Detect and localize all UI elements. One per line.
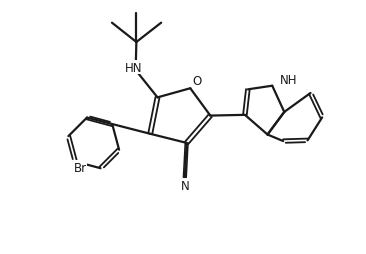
Text: NH: NH — [280, 74, 298, 87]
Text: O: O — [192, 75, 201, 88]
Text: Br: Br — [74, 161, 87, 174]
Text: N: N — [180, 179, 189, 192]
Text: HN: HN — [125, 61, 143, 74]
